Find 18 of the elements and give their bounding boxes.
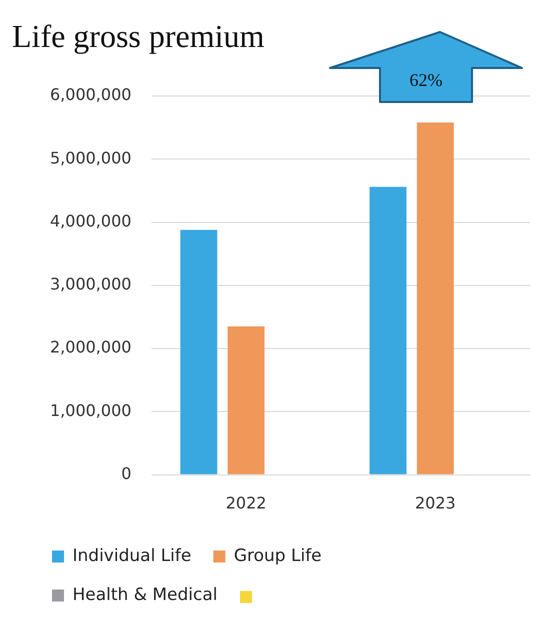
bar bbox=[180, 230, 218, 474]
y-tick-label: 5,000,000 bbox=[50, 148, 132, 168]
y-tick-label: 6,000,000 bbox=[50, 85, 132, 104]
bar bbox=[370, 186, 406, 474]
y-tick-label: 3,000,000 bbox=[50, 274, 132, 294]
legend-label: Individual Life bbox=[72, 546, 192, 566]
x-tick-label: 2023 bbox=[415, 494, 456, 513]
bar bbox=[228, 326, 265, 474]
text: 62% bbox=[408, 70, 444, 91]
y-tick-label: 4,000,000 bbox=[50, 211, 132, 230]
x-tick-label: 2022 bbox=[226, 494, 266, 513]
y-tick-label: 0 bbox=[121, 464, 132, 483]
y-tick-label: 2,000,000 bbox=[50, 338, 132, 357]
chart-title: Life gross premium bbox=[12, 18, 264, 55]
legend-label: Group Life bbox=[234, 546, 322, 566]
y-tick-label: 1,000,000 bbox=[50, 400, 132, 420]
legend-label: Health & Medical bbox=[72, 584, 218, 605]
bar bbox=[416, 122, 454, 474]
